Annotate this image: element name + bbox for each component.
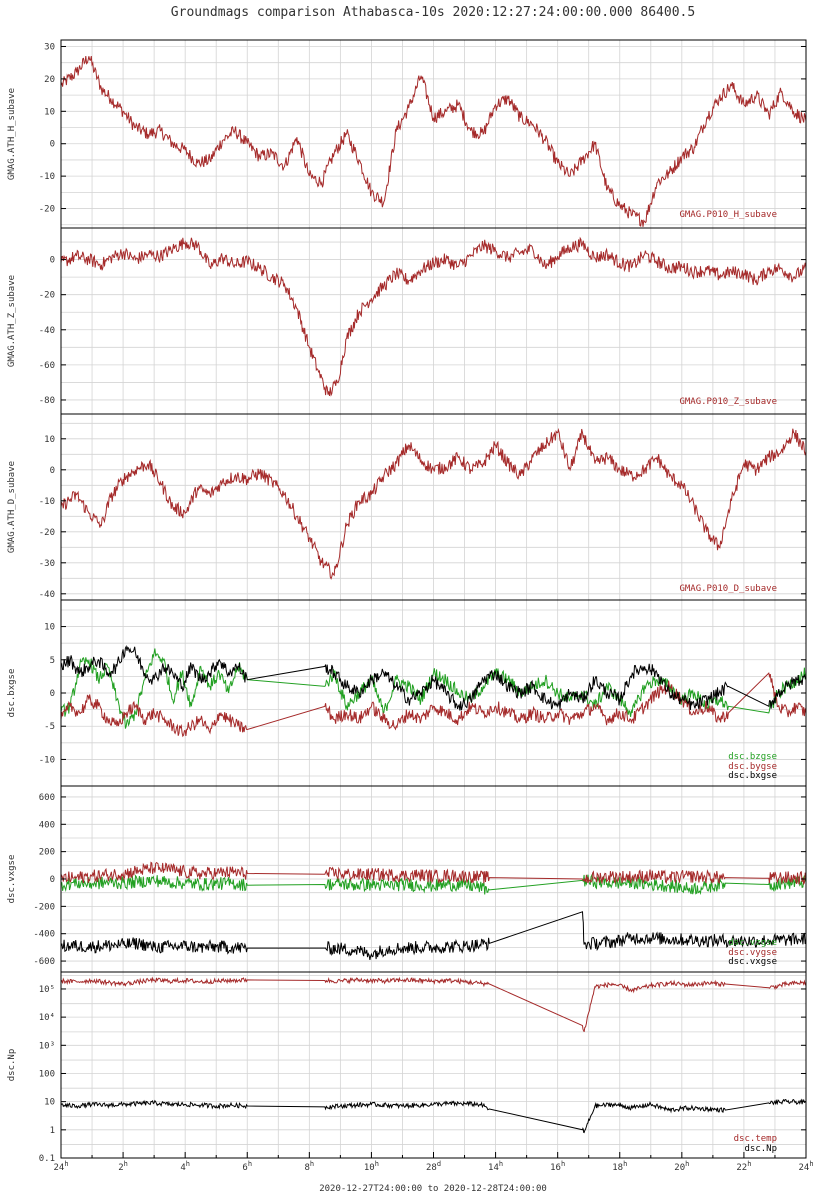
panels-group: -20-100102030GMAG.ATH_H_subaveGMAG.P010_… xyxy=(7,39,807,1164)
y-tick-label: -5 xyxy=(44,722,55,732)
y-axis-label: GMAG.ATH_Z_subave xyxy=(7,275,17,367)
legend-entry: dsc.bygse xyxy=(728,762,777,772)
series-line-gmag-p010-h-subave xyxy=(60,56,807,227)
y-tick-label: 10⁴ xyxy=(39,1013,55,1023)
x-axis: 24h 2h 4h 6h 8h 10h 28d 14h 16h 18h 20h 22h 24h xyxy=(53,1152,814,1173)
y-tick-label: -20 xyxy=(39,205,55,215)
y-tick-label: -60 xyxy=(39,361,55,371)
y-tick-label: 400 xyxy=(39,820,55,830)
x-tick-label: 24h xyxy=(53,1160,68,1173)
x-tick-label: 20h xyxy=(674,1160,689,1173)
time-range-footer: 2020-12-27T24:00:00 to 2020-12-28T24:00:… xyxy=(319,1184,547,1194)
legend-entry: dsc.vzgse xyxy=(728,938,777,948)
legend-entry: GMAG.P010_H_subave xyxy=(679,210,777,220)
y-tick-label: 20 xyxy=(44,75,55,85)
x-tick-label: 22h xyxy=(736,1160,751,1173)
y-tick-label: 0 xyxy=(50,256,55,266)
panel-1: -20 -10 0 10 20 30 GMAG.ATH_H_subave GMAG.P010_… xyxy=(7,39,807,229)
y-tick-label: -10 xyxy=(39,755,55,765)
y-tick-label: -200 xyxy=(33,902,55,912)
legend-entry: dsc.vygse xyxy=(728,948,777,958)
legend-entry: dsc.bzgse xyxy=(728,752,777,762)
y-axis-label: dsc.bxgse xyxy=(7,669,17,718)
y-tick-label: -20 xyxy=(39,528,55,538)
y-tick-label: -40 xyxy=(39,326,55,336)
legend-entry: GMAG.P010_Z_subave xyxy=(679,397,777,407)
y-axis-label: dsc.Np xyxy=(7,1049,17,1082)
panel-5: -600 -400 -200 0 200 400 600 dsc.vxgse dsc.vzgse… xyxy=(7,785,807,973)
legend-entry: dsc.Np xyxy=(744,1144,777,1154)
panel-3: -40 -30 -20 -10 0 10 GMAG.ATH_D_subave GMAG.P01… xyxy=(7,413,807,601)
x-tick-label: 28d xyxy=(426,1160,441,1173)
y-tick-label: 10 xyxy=(44,623,55,633)
legend-entry: GMAG.P010_D_subave xyxy=(679,584,777,594)
panel-2: -80 -60 -40 -20 0 GMAG.ATH_Z_subave GMAG.P010_… xyxy=(7,227,807,415)
y-tick-label: 100 xyxy=(39,1069,55,1079)
y-tick-label: -400 xyxy=(33,930,55,940)
x-tick-label: 14h xyxy=(488,1160,503,1173)
y-tick-label: -80 xyxy=(39,396,55,406)
y-axis-label: GMAG.ATH_H_subave xyxy=(7,88,17,180)
y-tick-label: -10 xyxy=(39,497,55,507)
y-axis-label: dsc.vxgse xyxy=(7,855,17,904)
figure-title: Groundmags comparison Athabasca-10s 2020… xyxy=(171,5,695,20)
y-tick-label: 0 xyxy=(50,140,55,150)
y-tick-label: 0 xyxy=(50,689,55,699)
x-tick-label: 8h xyxy=(305,1160,315,1173)
x-tick-label: 4h xyxy=(180,1160,190,1173)
y-tick-label: 10 xyxy=(44,107,55,117)
y-tick-label: 200 xyxy=(39,848,55,858)
y-tick-label: 10³ xyxy=(39,1041,55,1051)
series-line-gmag-p010-d-subave xyxy=(60,427,807,580)
y-axis-label: GMAG.ATH_D_subave xyxy=(7,461,17,553)
x-tick-label: 6h xyxy=(242,1160,252,1173)
y-tick-label: 10 xyxy=(44,1098,55,1108)
series-line-dsc-temp xyxy=(60,976,807,1033)
x-tick-label: 24h xyxy=(798,1160,813,1173)
y-tick-label: -20 xyxy=(39,291,55,301)
y-tick-label: -40 xyxy=(39,590,55,600)
x-tick-label: 18h xyxy=(612,1160,627,1173)
panel-4: -10-50510dsc.bxgsedsc.bzgsedsc.bygsedsc.… xyxy=(7,599,807,787)
legend-entry: dsc.bxgse xyxy=(728,771,777,781)
legend-entry: dsc.temp xyxy=(734,1134,777,1144)
y-tick-label: 5 xyxy=(50,656,55,666)
x-tick-label: 2h xyxy=(118,1160,128,1173)
series-line-dsc-bygse xyxy=(60,672,807,738)
x-tick-label: 16h xyxy=(550,1160,565,1173)
y-tick-label: 10⁵ xyxy=(39,985,55,995)
y-tick-label: 0 xyxy=(50,466,55,476)
y-tick-label: 1 xyxy=(50,1126,55,1136)
series-line-gmag-p010-z-subave xyxy=(60,236,807,397)
series-line-dsc-bxgse xyxy=(60,644,807,711)
series-line-dsc-vzgse xyxy=(60,873,807,896)
y-tick-label: -600 xyxy=(33,957,55,967)
y-tick-label: 30 xyxy=(44,42,55,52)
series-line-dsc-vygse xyxy=(60,861,807,886)
y-tick-label: 10 xyxy=(44,435,55,445)
y-tick-label: -30 xyxy=(39,559,55,569)
y-tick-label: 600 xyxy=(39,793,55,803)
legend-entry: dsc.vxgse xyxy=(728,957,777,967)
series-line-dsc-np xyxy=(60,1098,807,1134)
y-tick-label: -10 xyxy=(39,172,55,182)
y-tick-label: 0.1 xyxy=(39,1154,55,1164)
series-line-dsc-vxgse xyxy=(60,911,807,960)
x-tick-label: 10h xyxy=(364,1160,379,1173)
y-tick-label: 0 xyxy=(50,875,55,885)
